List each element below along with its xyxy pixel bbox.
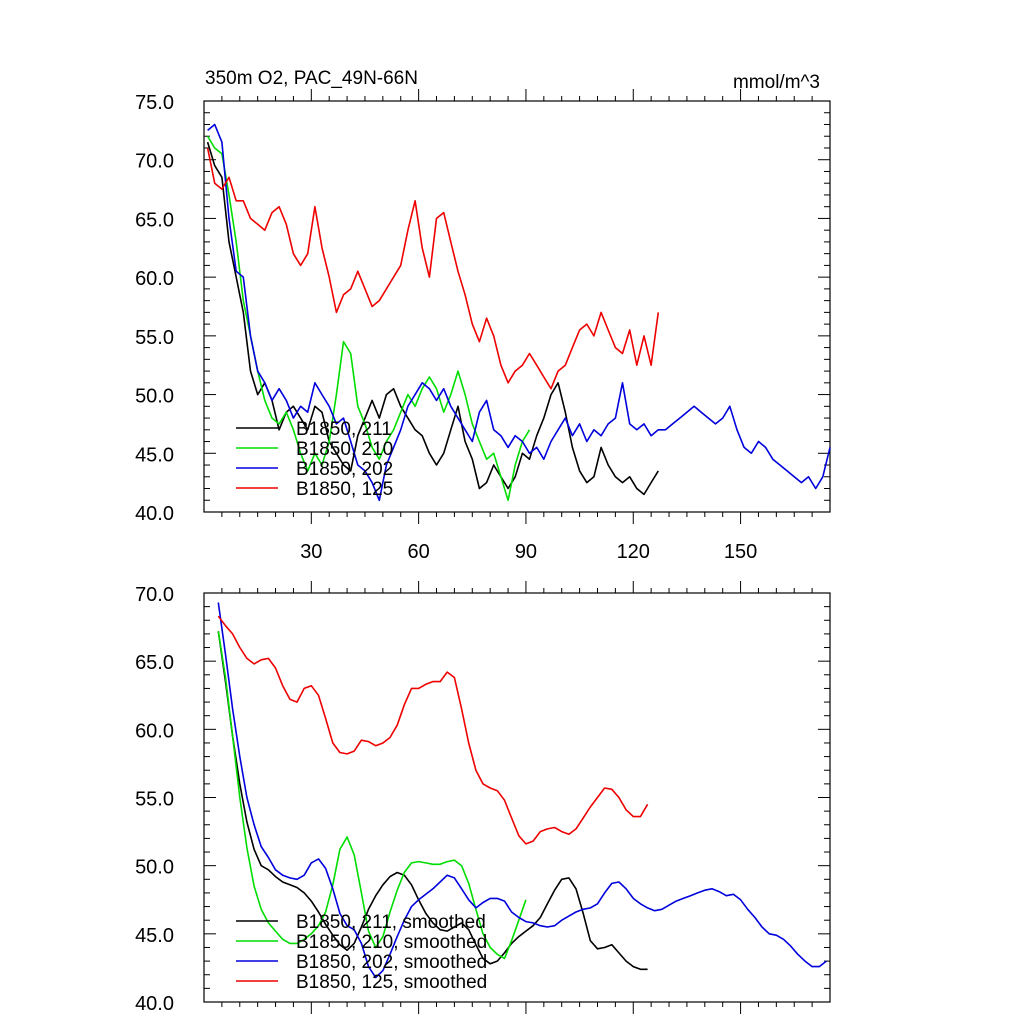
bottom-legend-label-1: B1850, 211, smoothed xyxy=(296,912,486,933)
bottom-y-tick-label: 60.0 xyxy=(135,720,174,742)
top-y-tick-label: 75.0 xyxy=(135,92,174,114)
top-legend-label-3: B1850, 202 xyxy=(296,459,393,480)
top-chart-title: 350m O2, PAC_49N-66N xyxy=(205,68,418,89)
top-y-tick-label: 55.0 xyxy=(135,327,174,349)
bottom-series-line-1 xyxy=(217,631,648,971)
bottom-series-line-3 xyxy=(217,602,827,979)
bottom-legend-label-3: B1850, 202, smoothed xyxy=(296,952,487,973)
top-series-line-2 xyxy=(206,135,531,502)
bottom-y-tick-label: 55.0 xyxy=(135,789,174,811)
bottom-panel: 40.0 45.0 50.0 55.0 60.0 65.0 70.0 B1850, 211,… xyxy=(135,581,831,1015)
top-x-tick-label: 90 xyxy=(515,541,537,563)
bottom-series-line-2 xyxy=(217,631,527,960)
top-x-tick-label: 30 xyxy=(300,541,322,563)
bottom-y-tick-label: 40.0 xyxy=(135,993,174,1015)
top-y-tick-label: 60.0 xyxy=(135,268,174,290)
top-panel: 350m O2, PAC_49N-66N mmol/m^3 40.0 45.0 50… xyxy=(135,68,831,563)
bottom-series xyxy=(217,602,827,979)
bottom-ticks xyxy=(204,581,830,1014)
top-units-label: mmol/m^3 xyxy=(733,72,820,93)
top-tick-labels: 40.0 45.0 50.0 55.0 60.0 65.0 70.0 75.0 30 60 90 12… xyxy=(135,92,757,563)
bottom-legend-label-2: B1850, 210, smoothed xyxy=(296,932,487,953)
top-plot-frame xyxy=(203,100,831,513)
bottom-y-tick-label: 50.0 xyxy=(135,857,174,879)
top-y-tick-label: 45.0 xyxy=(135,444,174,466)
top-legend-label-1: B1850, 211 xyxy=(296,419,392,440)
top-y-tick-label: 65.0 xyxy=(135,209,174,231)
top-y-tick-label: 50.0 xyxy=(135,386,174,408)
top-x-tick-label: 120 xyxy=(617,541,650,563)
top-series-line-4 xyxy=(206,147,660,390)
top-legend-label-2: B1850, 210 xyxy=(296,439,393,460)
top-legend-label-4: B1850, 125 xyxy=(296,479,393,500)
bottom-y-tick-label: 70.0 xyxy=(135,584,174,606)
top-series xyxy=(206,123,831,502)
top-series-line-1 xyxy=(206,141,659,496)
top-y-tick-label: 40.0 xyxy=(135,503,174,525)
bottom-legend-label-4: B1850, 125, smoothed xyxy=(296,972,487,993)
bottom-y-tick-label: 45.0 xyxy=(135,925,174,947)
top-x-tick-label: 60 xyxy=(408,541,430,563)
bottom-y-tick-label: 65.0 xyxy=(135,652,174,674)
bottom-tick-labels: 40.0 45.0 50.0 55.0 60.0 65.0 70.0 xyxy=(135,584,174,1015)
top-x-tick-label: 150 xyxy=(724,541,757,563)
bottom-series-line-4 xyxy=(217,615,649,845)
top-y-tick-label: 70.0 xyxy=(135,151,174,173)
top-series-line-3 xyxy=(207,123,831,502)
top-ticks xyxy=(204,89,830,524)
